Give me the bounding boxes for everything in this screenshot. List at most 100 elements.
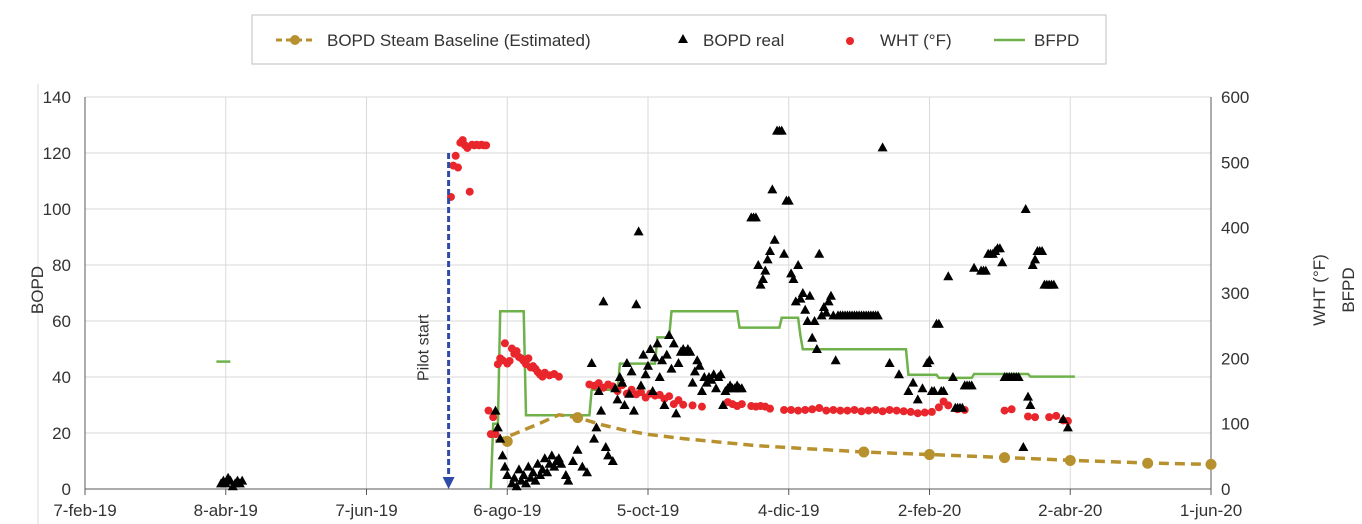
wht-point — [934, 403, 943, 412]
wht-point — [787, 405, 796, 414]
wht-point — [1045, 413, 1054, 422]
bopd-real-point — [938, 386, 949, 395]
bopd-real-point — [513, 464, 524, 474]
bopd-real-point — [788, 274, 799, 283]
bopd-real-point — [802, 316, 813, 325]
pilot-start-label: Pilot start — [416, 314, 433, 381]
wht-point — [780, 405, 789, 414]
bopd-real-point — [830, 355, 841, 365]
bopd-real-point — [753, 260, 764, 269]
bopd-real-point — [764, 246, 775, 255]
bopd-real-point — [957, 402, 968, 412]
wht-point — [688, 401, 697, 410]
bopd-real-point — [908, 377, 919, 387]
bopd-real-point — [635, 380, 646, 390]
bopd-real-point — [621, 358, 632, 367]
bopd-real-point — [715, 369, 726, 379]
bopd-real-point — [767, 184, 778, 194]
wht-point — [484, 406, 493, 415]
y-left-tick-label: 100 — [43, 200, 71, 219]
bopd-real-point — [556, 458, 567, 468]
y-right-tick-label: 400 — [1221, 219, 1249, 238]
bopd-real-point — [814, 248, 825, 258]
wht-point — [697, 402, 706, 411]
bopd-real-point — [511, 481, 522, 491]
bopd-real-point — [598, 296, 609, 306]
bopd-real-point — [804, 290, 815, 300]
wht-point — [794, 406, 803, 415]
wht-point — [808, 405, 817, 414]
x-tick-label: 8-abr-19 — [194, 501, 258, 520]
bopd-real-point — [1048, 279, 1059, 289]
wht-point — [815, 403, 824, 412]
bopd-real-point — [220, 478, 231, 488]
bopd-real-point — [560, 470, 571, 479]
wht-point — [822, 406, 831, 415]
bopd-real-point — [917, 383, 928, 393]
wht-point — [679, 400, 688, 409]
bopd-real-point — [237, 475, 248, 485]
bopd-real-point — [577, 461, 588, 471]
wht-point — [850, 405, 859, 414]
legend-wht-swatch — [846, 37, 854, 45]
bopd-real-point — [1030, 254, 1041, 264]
y-left-tick-label: 0 — [62, 480, 71, 499]
bopd-real-point — [823, 296, 834, 306]
legend-item-bopd-real: BOPD real — [678, 31, 784, 50]
y-left-tick-label: 40 — [52, 368, 71, 387]
bopd-real-point — [797, 288, 808, 297]
wht-point — [636, 388, 645, 397]
bopd-real-point — [502, 470, 513, 479]
bopd-real-point — [628, 405, 639, 415]
wht-point — [1024, 412, 1033, 421]
bopd-real-point — [692, 355, 703, 365]
y-right-tick-label: 300 — [1221, 284, 1249, 303]
bopd-real-point — [769, 234, 780, 244]
series-wht — [446, 136, 1072, 439]
x-tick-label: 2-abr-20 — [1038, 501, 1102, 520]
bopd-real-point — [532, 458, 543, 468]
wht-point — [871, 405, 880, 414]
wht-point — [899, 407, 908, 416]
bopd-real-point — [617, 377, 628, 387]
bopd-real-point — [654, 372, 665, 381]
bopd-real-point — [701, 377, 712, 387]
bopd-real-point — [760, 265, 771, 275]
bopd-real-point — [1027, 260, 1038, 269]
bopd-real-point — [610, 383, 621, 393]
bopd-real-point — [718, 400, 729, 409]
series-baseline — [494, 412, 1217, 470]
y-right-tick-label: 500 — [1221, 153, 1249, 172]
legend-baseline-label: BOPD Steam Baseline (Estimated) — [327, 31, 591, 50]
bopd-real-point — [912, 394, 923, 404]
bopd-real-point — [546, 450, 557, 460]
bopd-real-point — [499, 461, 510, 471]
grid — [84, 96, 1212, 490]
bopd-real-point — [664, 330, 675, 339]
y-right-tick-label: 200 — [1221, 349, 1249, 368]
wht-point — [927, 407, 936, 416]
y-right-axis-title-bfpd: BFPD — [1339, 267, 1358, 312]
bopd-real-point — [755, 279, 766, 289]
bopd-real-point — [776, 125, 787, 135]
bopd-real-point — [816, 310, 827, 320]
legend-item-baseline: BOPD Steam Baseline (Estimated) — [276, 31, 591, 50]
wht-point — [491, 430, 500, 439]
y-right-tick-label: 600 — [1221, 88, 1249, 107]
wht-point — [665, 392, 674, 401]
bopd-real-point — [1013, 372, 1024, 381]
y-left-tick-label: 120 — [43, 144, 71, 163]
wht-point — [1000, 406, 1009, 415]
bopd-real-point — [1062, 422, 1073, 432]
bopd-real-point — [966, 380, 977, 390]
wht-point — [500, 339, 509, 348]
wht-point — [864, 406, 873, 415]
bopd-real-point — [563, 475, 574, 485]
wht-point — [920, 408, 929, 417]
y-left-tick-label: 20 — [52, 424, 71, 443]
bopd-real-point — [795, 293, 806, 303]
wht-point — [1052, 411, 1061, 420]
series-bfpd — [216, 310, 1075, 490]
bopd-real-point — [696, 386, 707, 395]
bopd-real-point — [607, 456, 618, 465]
